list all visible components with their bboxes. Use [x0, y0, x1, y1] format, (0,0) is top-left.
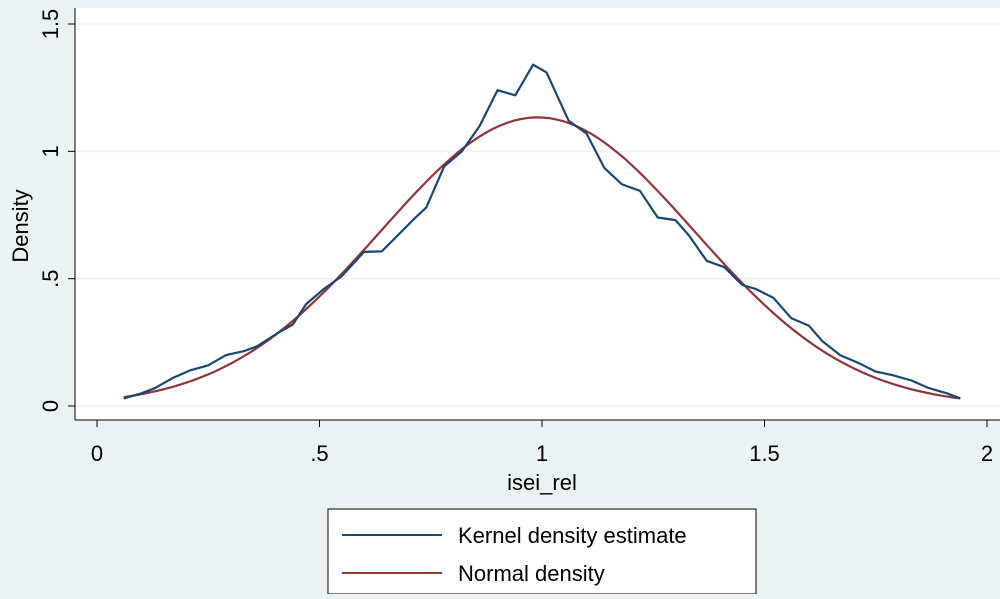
y-axis-label: Density — [8, 189, 33, 262]
plot-region — [75, 8, 1000, 420]
legend-label-normal: Normal density — [458, 561, 605, 586]
y-tick-label-0: 0 — [38, 400, 63, 412]
x-tick-label-3: 1.5 — [749, 441, 780, 466]
series-lines — [123, 63, 961, 400]
x-tick-label-2: 1 — [536, 441, 548, 466]
grid-lines — [75, 23, 1000, 407]
y-tick-label-1: .5 — [38, 269, 63, 287]
normal-density-line — [123, 116, 961, 400]
legend: Kernel density estimate Normal density — [327, 508, 757, 595]
kernel-density-line — [123, 63, 961, 400]
legend-label-kernel: Kernel density estimate — [458, 523, 687, 548]
x-tick-label-0: 0 — [91, 441, 103, 466]
x-axis-label: isei_rel — [507, 470, 577, 495]
axis-ticks: 0 .5 1 1.5 0 .5 1 1.5 2 — [38, 9, 993, 466]
x-tick-label-1: .5 — [310, 441, 328, 466]
y-tick-label-3: 1.5 — [38, 9, 63, 40]
x-tick-label-4: 2 — [981, 441, 993, 466]
y-tick-label-2: 1 — [38, 145, 63, 157]
